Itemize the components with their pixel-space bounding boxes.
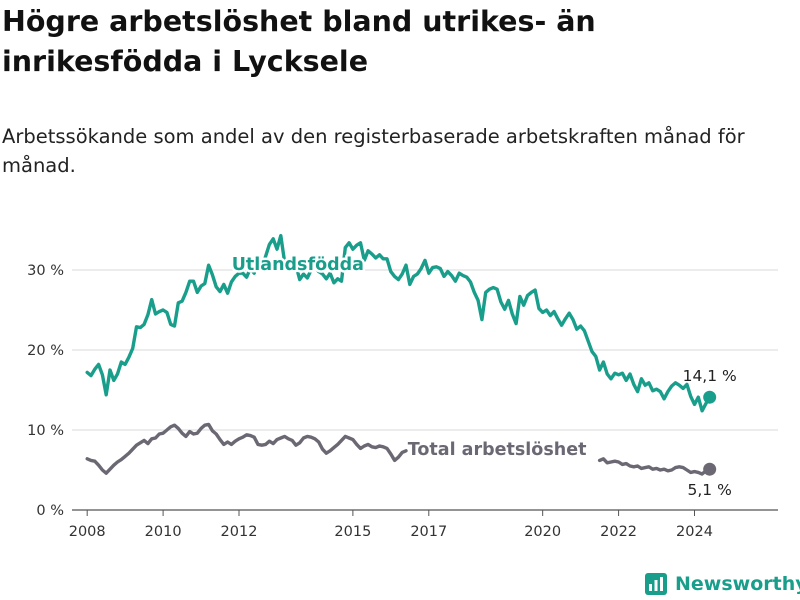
x-tick-label: 2022 xyxy=(600,524,637,540)
y-tick-label: 20 % xyxy=(27,343,64,359)
series-line-utlandsfodda xyxy=(85,233,712,413)
end-marker-utlandsfodda xyxy=(703,390,717,404)
x-tick-label: 2010 xyxy=(145,524,182,540)
x-tick-label: 2020 xyxy=(524,524,561,540)
y-tick-label: 30 % xyxy=(27,263,64,279)
series-label-total-halo: Total arbetslöshet xyxy=(408,440,587,460)
chart-subtitle: Arbetssökande som andel av den registerb… xyxy=(2,125,745,177)
chart-bars-icon xyxy=(645,573,667,595)
series-label-utlandsfodda: Utlandsfödda xyxy=(232,255,364,275)
series-line-total-tail xyxy=(597,457,712,476)
end-marker-total xyxy=(703,462,717,476)
chart-title: Högre arbetslöshet bland utrikes- än inr… xyxy=(2,5,596,78)
x-tick-label: 2017 xyxy=(410,524,447,540)
series-label-utlandsfodda-halo: Utlandsfödda xyxy=(232,255,364,275)
x-tick-label: 2015 xyxy=(334,524,371,540)
y-tick-label: 0 % xyxy=(36,503,64,519)
series-label-total: Total arbetslöshet xyxy=(408,440,587,460)
end-value-label-utlandsfodda: 14,1 % xyxy=(683,367,737,385)
y-tick-label: 10 % xyxy=(27,423,64,439)
series-line-total xyxy=(85,422,408,475)
end-value-label-total: 5,1 % xyxy=(688,481,732,499)
x-tick-label: 2008 xyxy=(69,524,106,540)
newsworthy-logo: Newsworthy xyxy=(645,570,800,598)
x-tick-label: 2024 xyxy=(676,524,713,540)
x-tick-label: 2012 xyxy=(221,524,258,540)
brand-name: Newsworthy xyxy=(675,573,800,595)
line-chart: 0 % 10 % 20 % 30 % 2008 2010 2012 2015 2017 2020 2… xyxy=(27,233,778,540)
